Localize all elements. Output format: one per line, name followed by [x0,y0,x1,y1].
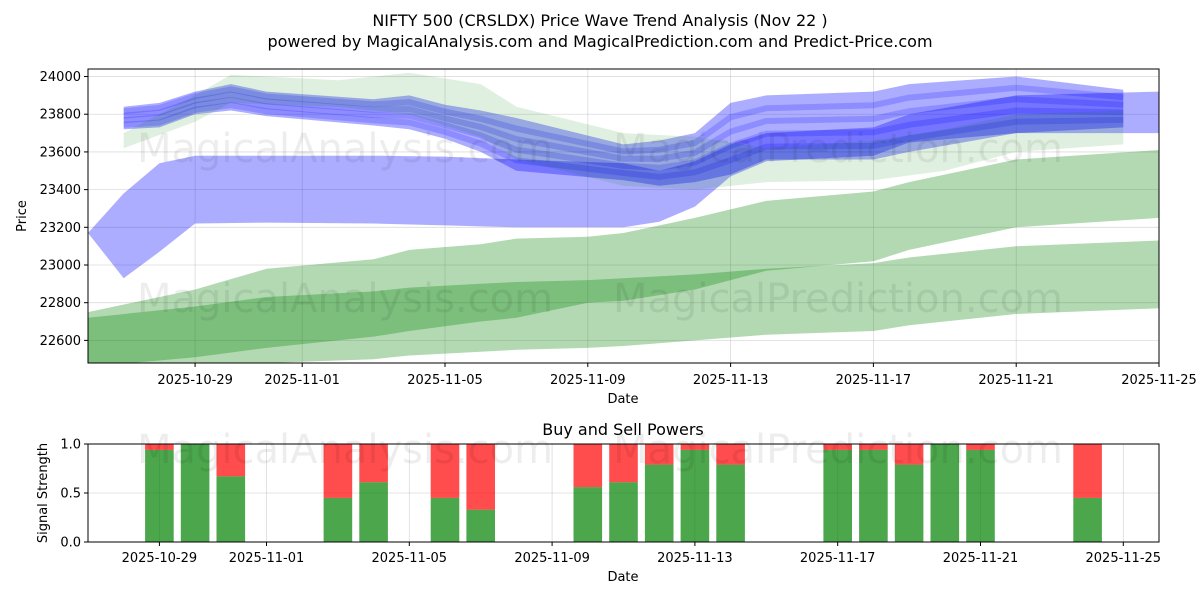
price-x-ticks: 2025-10-29 2025-11-01 2025-11-05 2025-11-09… [157,363,1197,388]
sell-bar [323,444,353,498]
chart-title: NIFTY 500 (CRSLDX) Price Wave Trend Anal… [372,11,827,30]
sell-bar [966,444,995,450]
sell-bar [359,444,388,483]
chart-subtitle: powered by MagicalAnalysis.com and Magic… [267,32,932,51]
signal-y-ticks: 0.0 0.5 1.0 [60,438,88,551]
price-band-wave-line [123,84,1124,155]
price-bands [88,72,1159,363]
price-y-tick-label: 24000 [40,70,81,85]
buy-bar [216,476,246,542]
signal-x-tick-label: 2025-11-01 [229,551,305,566]
price-x-tick-label: 2025-10-29 [157,373,233,388]
watermark-analysis-bottom: MagicalAnalysis.com [137,427,553,473]
signal-x-ticks: 2025-10-29 2025-11-01 2025-11-05 2025-11-09… [122,542,1161,566]
watermark-prediction-bottom: MagicalPrediction.com [613,427,1063,473]
sell-bar [466,444,495,510]
price-band-wave-line [123,96,1124,171]
price-band-green-3 [88,240,1159,363]
buy-bar [323,497,353,542]
buy-bar [894,464,924,542]
price-band-blue-1 [123,76,1124,186]
signal-x-axis-label: Date [607,570,638,585]
price-y-axis-label: Price [15,200,30,232]
price-band-green-2 [88,150,1159,363]
buy-bar [359,482,388,542]
price-band-blue-0 [88,91,1159,279]
price-axes-frame [87,68,1160,364]
price-x-tick-label: 2025-11-05 [407,373,483,388]
signal-x-tick-label: 2025-11-05 [372,551,448,566]
price-x-tick-label: 2025-11-17 [836,373,912,388]
buy-bar [1073,497,1102,542]
price-y-tick-label: 23200 [40,221,81,236]
price-y-tick-label: 23000 [40,259,81,274]
sell-bar [823,444,852,450]
buy-bar [466,509,495,542]
sell-bar [216,444,246,477]
signal-x-tick-label: 2025-10-29 [122,551,198,566]
price-x-tick-label: 2025-11-13 [693,373,769,388]
price-y-tick-label: 22600 [40,334,81,349]
price-y-tick-label: 22800 [40,296,81,311]
sell-bar [859,444,888,450]
buy-bar [716,464,745,542]
buy-bar [823,449,852,542]
price-chart: 22600 22800 23000 23200 23400 23600 23800 24000… [15,68,1197,407]
buy-bar [430,497,460,542]
price-band-wave-line [123,102,1124,180]
buy-bar [609,482,638,542]
signal-y-tick-label: 1.0 [60,438,81,453]
signal-x-tick-label: 2025-11-09 [514,551,590,566]
sell-bar [894,444,924,465]
buy-bar [644,464,674,542]
price-band-green-4 [123,72,1124,190]
watermarks: MagicalAnalysis.com MagicalPrediction.co… [137,126,1063,473]
price-x-tick-label: 2025-11-21 [978,373,1054,388]
sell-bar [573,444,603,488]
sell-bar [430,444,460,498]
buy-bar [180,444,210,542]
price-y-tick-label: 23800 [40,108,81,123]
price-x-tick-label: 2025-11-09 [550,373,626,388]
signal-x-tick-label: 2025-11-17 [800,551,876,566]
sell-bar [1073,444,1102,498]
price-x-axis-label: Date [607,392,638,407]
watermark-analysis-top: MagicalAnalysis.com [137,126,553,172]
signal-bars [145,444,1102,542]
price-x-tick-label: 2025-11-01 [264,373,340,388]
price-band-wave-line [123,91,1124,162]
buy-bar [966,449,995,542]
signal-y-axis-label: Signal Strength [36,443,51,543]
price-x-tick-label: 2025-11-25 [1121,373,1197,388]
sell-bar [644,444,674,465]
signal-chart: Buy and Sell Powers 0.0 0.5 1.0 2025-10-29… [36,420,1161,585]
sell-bar [609,444,638,483]
price-y-ticks: 22600 22800 23000 23200 23400 23600 23800 24000 [40,70,88,349]
buy-bar [680,449,710,542]
price-y-tick-label: 23400 [40,183,81,198]
sell-bar [680,444,710,450]
price-y-tick-label: 23600 [40,145,81,160]
signal-x-tick-label: 2025-11-21 [943,551,1019,566]
sell-bar [145,444,174,450]
price-grid [88,69,1160,363]
buy-bar [145,449,174,542]
buy-bar [930,444,960,542]
sell-bar [716,444,745,465]
buy-bar [573,487,603,542]
watermark-prediction-top: MagicalPrediction.com [613,126,1063,172]
watermark-prediction-mid: MagicalPrediction.com [613,276,1063,322]
watermark-analysis-mid: MagicalAnalysis.com [137,276,553,322]
signal-x-tick-label: 2025-11-25 [1086,551,1162,566]
signal-x-tick-label: 2025-11-13 [657,551,733,566]
signal-chart-title: Buy and Sell Powers [542,420,704,439]
signal-y-tick-label: 0.5 [60,487,81,502]
signal-y-tick-label: 0.0 [60,536,81,551]
buy-bar [859,449,888,542]
